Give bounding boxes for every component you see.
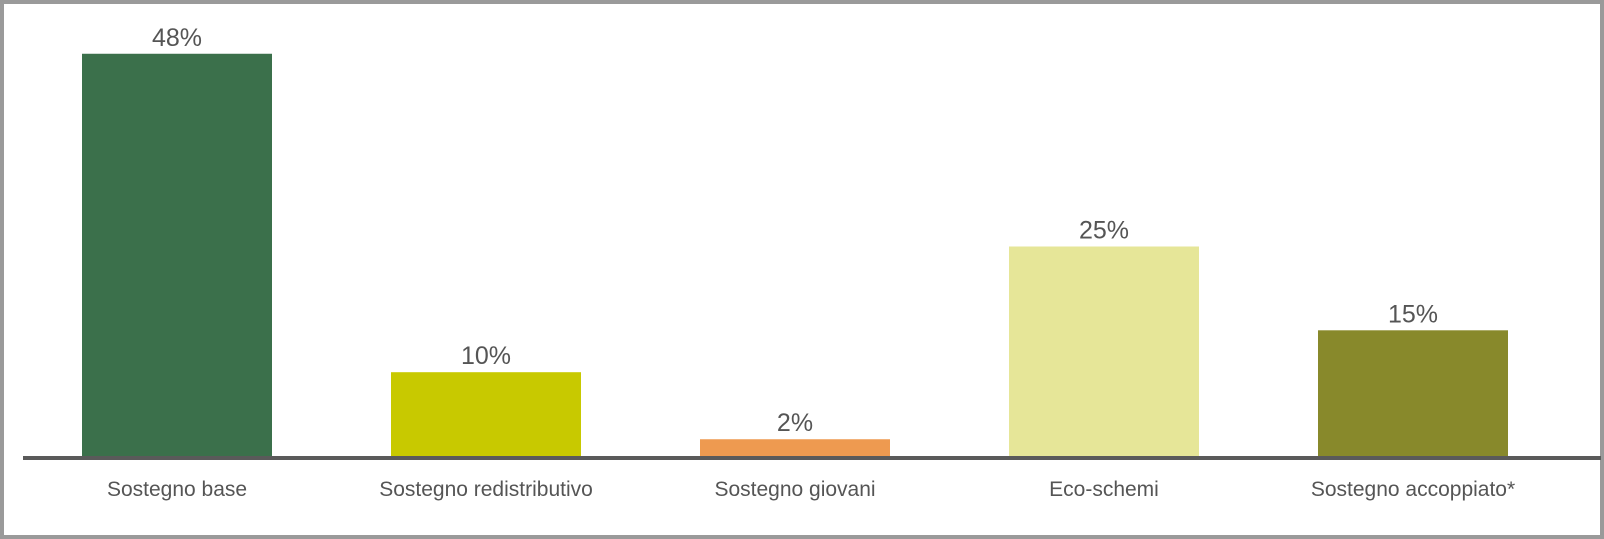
value-label: 15% xyxy=(1388,300,1438,328)
bar xyxy=(1009,246,1199,456)
value-label: 10% xyxy=(461,342,511,370)
bar xyxy=(391,372,581,456)
x-tick-label: Sostegno base xyxy=(107,478,247,501)
x-tick-label: Sostegno accoppiato* xyxy=(1311,478,1515,501)
x-tick-label: Eco-schemi xyxy=(1049,478,1159,501)
x-tick-label: Sostegno redistributivo xyxy=(379,478,593,501)
bar xyxy=(1318,330,1508,456)
bar xyxy=(700,439,890,456)
x-tick-label: Sostegno giovani xyxy=(714,478,875,501)
value-label: 25% xyxy=(1079,217,1129,245)
value-label: 2% xyxy=(777,409,813,437)
value-label: 48% xyxy=(152,24,202,52)
bar xyxy=(82,53,272,456)
